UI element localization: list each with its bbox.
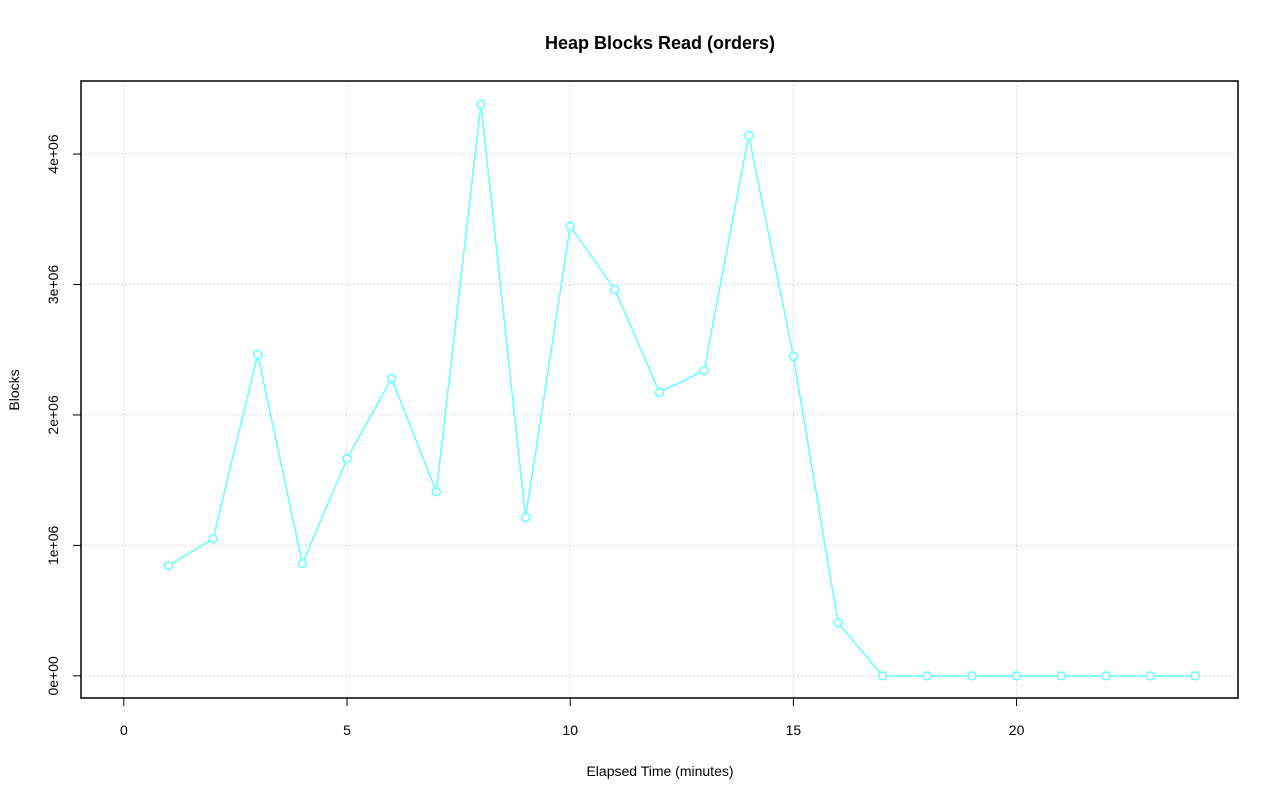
point (565, 221, 575, 232)
x-tick-label: 0 (120, 722, 128, 738)
plot-frame (80, 80, 1239, 699)
y-tick-label: 4e+06 (45, 134, 61, 174)
point (1190, 671, 1200, 681)
y-tick-label: 3e+06 (45, 265, 61, 305)
point (163, 560, 174, 571)
point (610, 284, 620, 295)
point (967, 671, 977, 681)
x-tick-label: 20 (1009, 722, 1025, 738)
point (744, 130, 754, 141)
y-axis-label: Blocks (6, 369, 22, 410)
x-tick-label: 10 (562, 722, 578, 738)
y-tick-label: 0e+00 (45, 656, 61, 696)
point (654, 387, 665, 398)
chart-title: Heap Blocks Read (orders) (545, 33, 775, 53)
point (253, 349, 263, 360)
point (1145, 671, 1156, 681)
point (788, 351, 799, 362)
series-line (168, 104, 1196, 677)
point (833, 617, 843, 628)
point (297, 558, 308, 569)
point (208, 533, 218, 544)
point (922, 671, 933, 681)
point (520, 512, 531, 523)
point (877, 671, 888, 681)
x-axis-label: Elapsed Time (minutes) (586, 763, 733, 779)
point (1056, 671, 1066, 681)
point (342, 453, 352, 464)
point (1011, 671, 1022, 681)
x-tick-label: 5 (343, 722, 351, 738)
point (476, 99, 486, 109)
point (1101, 671, 1111, 681)
point (699, 365, 709, 376)
y-tick-label: 2e+06 (45, 395, 61, 435)
y-tick-label: 1e+06 (45, 526, 61, 566)
point (386, 373, 397, 384)
x-tick-label: 15 (786, 722, 802, 738)
point (431, 486, 442, 497)
